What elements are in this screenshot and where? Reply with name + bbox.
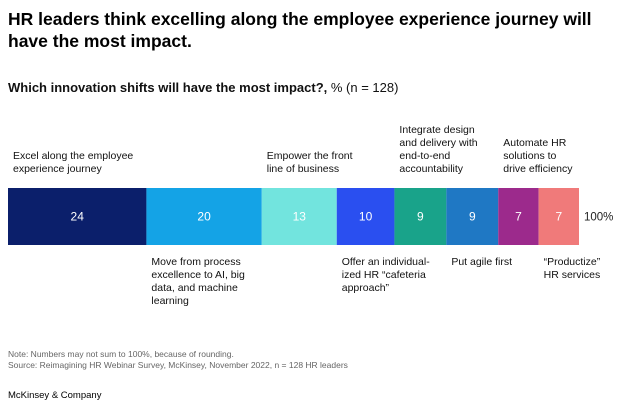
bar-segment-3 bbox=[261, 188, 337, 245]
bar-segment-4 bbox=[336, 188, 395, 245]
bar-segment-1 bbox=[8, 188, 147, 245]
category-label-5-line-2: and delivery with bbox=[399, 137, 477, 149]
category-label-7-line-2: solutions to bbox=[503, 150, 556, 162]
bar-segment-2 bbox=[146, 188, 262, 245]
bar-segment-5 bbox=[394, 188, 447, 245]
category-label-2-line-2: excellence to AI, big bbox=[151, 269, 245, 281]
category-label-5-line-4: accountability bbox=[399, 163, 463, 175]
subtitle-question: Which innovation shifts will have the mo… bbox=[8, 80, 328, 95]
chart-title: HR leaders think excelling along the emp… bbox=[8, 9, 592, 51]
category-label-8-line-2: HR services bbox=[544, 269, 601, 281]
segment-value-5: 9 bbox=[417, 210, 424, 224]
category-label-3-line-1: Empower the front bbox=[267, 150, 353, 162]
category-label-5-line-3: end-to-end bbox=[399, 150, 450, 162]
category-label-2-line-1: Move from process bbox=[151, 256, 240, 268]
category-label-5-line-1: Integrate design bbox=[399, 124, 474, 136]
segment-value-1: 24 bbox=[71, 210, 85, 224]
category-label-4-line-3: approach” bbox=[342, 282, 390, 294]
category-label-4-line-1: Offer an individual- bbox=[342, 256, 430, 268]
subtitle-unit: % (n = 128) bbox=[327, 80, 399, 95]
segment-value-4: 10 bbox=[359, 210, 373, 224]
rounding-note: Note: Numbers may not sum to 100%, becau… bbox=[8, 349, 234, 359]
segment-value-8: 7 bbox=[555, 210, 562, 224]
category-label-2-line-4: learning bbox=[151, 295, 189, 307]
category-label-1-line-1: Excel along the employee bbox=[13, 150, 133, 162]
brand-logo: McKinsey & Company bbox=[8, 390, 102, 401]
bar-segment-8 bbox=[538, 188, 579, 245]
segment-value-3: 13 bbox=[293, 210, 307, 224]
bar-segment-7 bbox=[498, 188, 539, 245]
source-note: Source: Reimagining HR Webinar Survey, M… bbox=[8, 360, 348, 370]
category-label-7-line-1: Automate HR bbox=[503, 137, 566, 149]
category-label-1-line-2: experience journey bbox=[13, 163, 102, 175]
category-label-6-line-1: Put agile first bbox=[451, 256, 512, 268]
category-label-3-line-2: line of business bbox=[267, 163, 339, 175]
segment-value-6: 9 bbox=[469, 210, 476, 224]
segment-value-7: 7 bbox=[515, 210, 522, 224]
segment-value-2: 20 bbox=[197, 210, 211, 224]
total-label: 100% bbox=[584, 212, 613, 224]
category-label-7-line-3: drive efficiency bbox=[503, 163, 573, 175]
footnotes: Note: Numbers may not sum to 100%, becau… bbox=[8, 349, 348, 371]
bar-segment-6 bbox=[446, 188, 499, 245]
category-label-4-line-2: ized HR “cafeteria bbox=[342, 269, 426, 281]
category-label-2-line-3: data, and machine bbox=[151, 282, 238, 294]
chart-subtitle: Which innovation shifts will have the mo… bbox=[8, 80, 398, 95]
category-label-8-line-1: “Productize” bbox=[544, 256, 601, 268]
